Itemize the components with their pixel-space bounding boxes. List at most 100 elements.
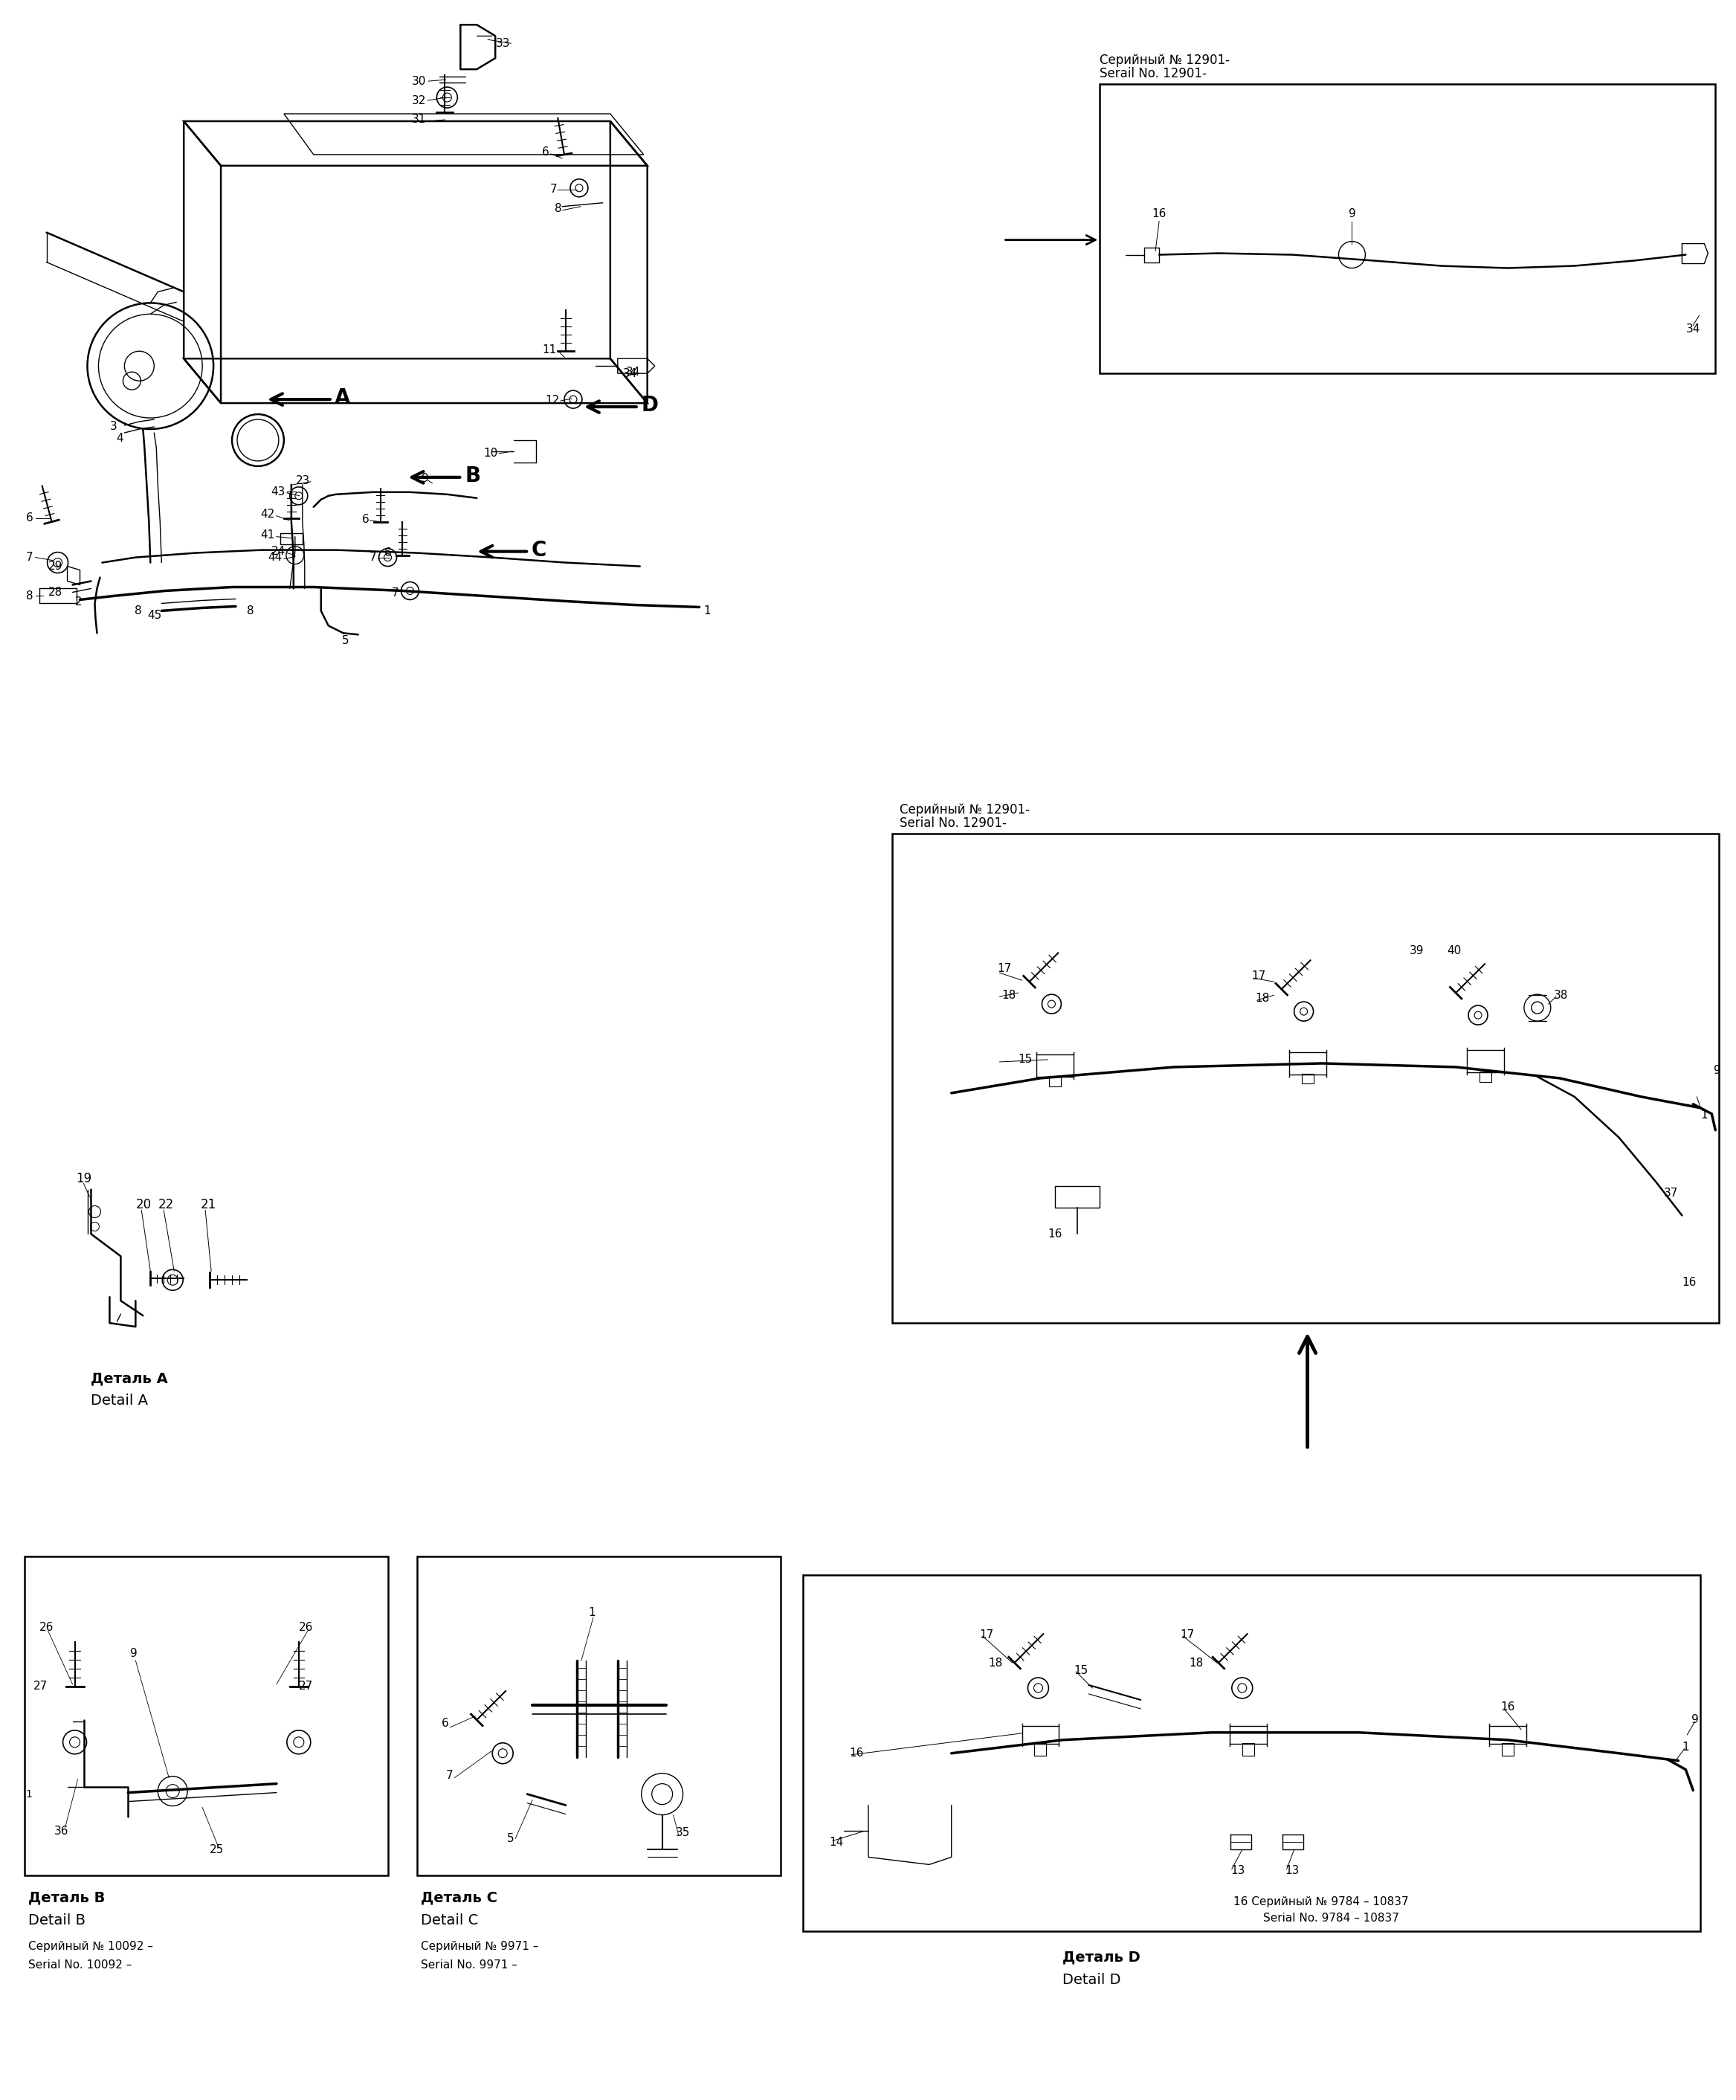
Text: 9: 9 — [422, 472, 429, 485]
Text: 14: 14 — [830, 1838, 844, 1848]
Text: 1: 1 — [1682, 1741, 1689, 1754]
Bar — [24, 1556, 387, 1875]
Text: 17: 17 — [979, 1630, 995, 1640]
Text: 6: 6 — [363, 514, 370, 525]
Text: 18: 18 — [1255, 993, 1269, 1004]
Text: 15: 15 — [1019, 1054, 1033, 1065]
Text: 17: 17 — [1180, 1630, 1194, 1640]
Text: 24: 24 — [271, 546, 285, 556]
Text: 21: 21 — [201, 1197, 217, 1212]
Text: 25: 25 — [210, 1844, 224, 1854]
Text: 11: 11 — [543, 344, 557, 355]
Text: 20: 20 — [135, 1197, 151, 1212]
Text: D: D — [641, 395, 658, 416]
Bar — [892, 834, 1719, 1323]
Text: 22: 22 — [158, 1197, 174, 1212]
Text: 43: 43 — [271, 487, 285, 498]
Text: 16: 16 — [1153, 208, 1167, 220]
Bar — [804, 1575, 1701, 1932]
Text: 16 Серийный № 9784 – 10837: 16 Серийный № 9784 – 10837 — [1233, 1896, 1408, 1907]
Text: 40: 40 — [1446, 945, 1462, 956]
Text: 5: 5 — [342, 634, 349, 647]
Text: 42: 42 — [260, 508, 274, 521]
Text: 9: 9 — [130, 1648, 137, 1659]
Text: 3: 3 — [109, 422, 116, 433]
Text: Serial No. 9784 – 10837: Serial No. 9784 – 10837 — [1264, 1913, 1399, 1924]
Text: 30: 30 — [411, 76, 427, 86]
Text: Серийный № 12901-: Серийный № 12901- — [1101, 55, 1229, 67]
Text: Серийный № 10092 –: Серийный № 10092 – — [28, 1940, 153, 1951]
Text: 10: 10 — [483, 447, 498, 460]
Text: 26: 26 — [40, 1621, 54, 1632]
Text: 26: 26 — [299, 1621, 314, 1632]
Text: 7: 7 — [392, 588, 399, 598]
Text: 37: 37 — [1663, 1189, 1679, 1199]
Text: 6: 6 — [26, 512, 33, 523]
Text: Serial No. 10092 –: Serial No. 10092 – — [28, 1959, 132, 1970]
Text: 5: 5 — [507, 1833, 514, 1844]
Text: Serial No. 9971 –: Serial No. 9971 – — [422, 1959, 517, 1970]
Text: 18: 18 — [1002, 989, 1016, 1002]
Text: 4: 4 — [116, 433, 123, 445]
Text: 1: 1 — [589, 1606, 595, 1617]
Text: Detail C: Detail C — [422, 1913, 479, 1928]
Text: 7: 7 — [550, 185, 557, 195]
Text: 17: 17 — [1252, 970, 1266, 981]
Text: 19: 19 — [76, 1172, 92, 1184]
Text: 34: 34 — [1686, 323, 1700, 334]
Text: Serial No. 12901-: Serial No. 12901- — [899, 817, 1007, 830]
Text: 17: 17 — [998, 962, 1012, 974]
Text: 16: 16 — [1682, 1277, 1696, 1287]
Text: 15: 15 — [1075, 1665, 1088, 1676]
Bar — [417, 1556, 781, 1875]
Text: 7: 7 — [446, 1770, 453, 1781]
Text: 8: 8 — [134, 605, 142, 617]
Text: 28: 28 — [49, 586, 62, 598]
Text: 1: 1 — [703, 605, 710, 617]
Text: 9: 9 — [1713, 1065, 1720, 1077]
Text: Деталь D: Деталь D — [1062, 1951, 1141, 1964]
Text: 9: 9 — [1691, 1714, 1700, 1726]
Text: 8: 8 — [247, 605, 253, 617]
Text: 45: 45 — [148, 609, 161, 622]
Text: Серийный № 12901-: Серийный № 12901- — [899, 802, 1029, 817]
Bar — [1101, 84, 1715, 374]
Text: 1: 1 — [1701, 1109, 1708, 1121]
Text: 35: 35 — [675, 1827, 689, 1838]
Text: 31: 31 — [411, 113, 427, 126]
Text: 6: 6 — [441, 1718, 448, 1728]
Text: 13: 13 — [1285, 1865, 1300, 1875]
Text: 29: 29 — [49, 561, 62, 571]
Text: 27: 27 — [299, 1680, 312, 1693]
Text: 8: 8 — [556, 204, 562, 214]
Text: 16: 16 — [849, 1747, 863, 1760]
Text: 34: 34 — [623, 368, 637, 378]
Text: 16: 16 — [1500, 1701, 1516, 1714]
Text: 27: 27 — [33, 1680, 49, 1693]
Text: 34: 34 — [625, 365, 641, 378]
Text: Detail D: Detail D — [1062, 1972, 1121, 1987]
Text: 38: 38 — [1554, 989, 1568, 1002]
Text: B: B — [465, 466, 481, 487]
Text: 8: 8 — [26, 590, 33, 601]
Text: 16: 16 — [1049, 1228, 1062, 1239]
Text: 13: 13 — [1231, 1865, 1245, 1875]
Text: Detail B: Detail B — [28, 1913, 85, 1928]
Text: 2: 2 — [75, 596, 82, 607]
Text: Серийный № 9971 –: Серийный № 9971 – — [422, 1940, 538, 1951]
Text: 6: 6 — [542, 147, 549, 157]
Text: 23: 23 — [295, 475, 309, 487]
Text: Деталь A: Деталь A — [90, 1371, 168, 1386]
Text: 7: 7 — [26, 552, 33, 563]
Text: 36: 36 — [54, 1825, 69, 1838]
Text: 39: 39 — [1410, 945, 1424, 956]
Text: Serail No. 12901-: Serail No. 12901- — [1101, 67, 1207, 80]
Text: Detail A: Detail A — [90, 1394, 148, 1407]
Text: 33: 33 — [496, 38, 510, 48]
Text: C: C — [531, 540, 547, 561]
Text: A: A — [335, 388, 351, 407]
Text: 7: 7 — [370, 552, 377, 563]
Text: 6: 6 — [384, 548, 391, 559]
Text: 44: 44 — [267, 552, 283, 563]
Text: 9: 9 — [1349, 208, 1356, 220]
